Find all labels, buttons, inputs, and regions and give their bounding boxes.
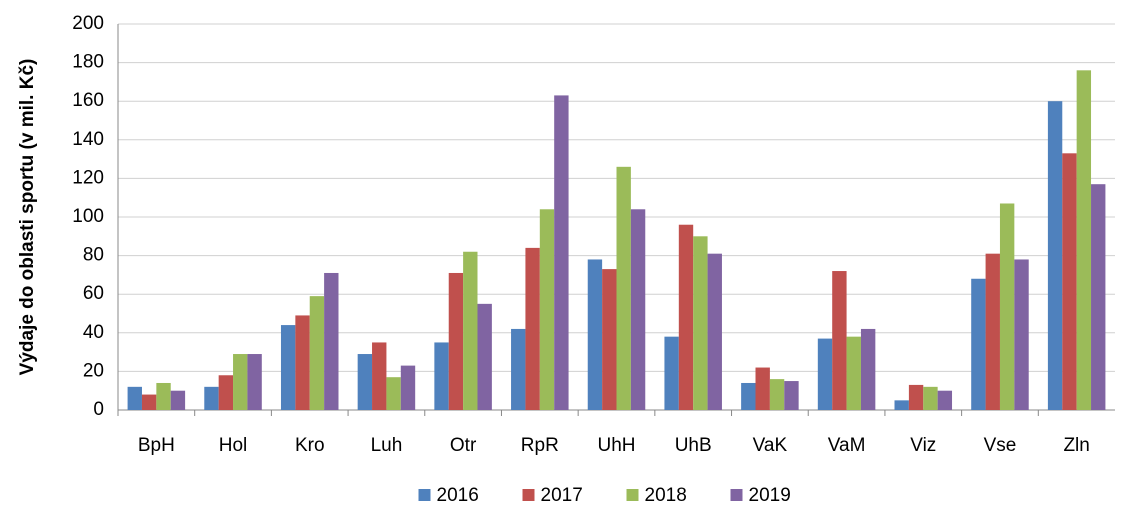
bar	[741, 382, 756, 410]
bar	[204, 386, 219, 410]
legend-swatch	[730, 489, 743, 501]
bar	[999, 203, 1015, 410]
bar	[832, 271, 847, 410]
bar	[400, 365, 416, 410]
x-tick-label: Viz	[910, 435, 936, 456]
bar	[1014, 259, 1029, 410]
bar	[554, 95, 569, 410]
legend-label: 2016	[437, 485, 479, 506]
bar	[280, 325, 296, 410]
bar	[309, 296, 325, 410]
bar	[1062, 153, 1077, 410]
y-tick-label: 200	[72, 13, 104, 34]
bar	[247, 354, 262, 410]
bar	[784, 381, 799, 410]
bar	[127, 386, 142, 410]
y-tick-label: 180	[72, 52, 104, 73]
bar	[218, 375, 234, 410]
bar	[141, 394, 157, 410]
bar	[664, 336, 679, 410]
bar	[678, 224, 694, 410]
x-tick-label: VaM	[828, 435, 866, 456]
x-tick-label: Hol	[219, 435, 248, 456]
bar	[846, 336, 861, 410]
y-tick-label: 60	[83, 283, 104, 304]
bar	[463, 251, 478, 410]
x-tick-label: Otr	[450, 435, 477, 456]
bar	[525, 247, 540, 410]
x-tick-label: VaK	[753, 435, 788, 456]
bar	[434, 342, 449, 410]
y-axis-label: Výdaje do oblasti sportu (v mil. Kč)	[17, 59, 38, 376]
x-tick-label: UhB	[675, 435, 712, 456]
x-tick-label: RpR	[521, 435, 559, 456]
bar	[693, 236, 708, 410]
bar	[971, 278, 986, 410]
bar	[511, 328, 526, 410]
bar	[372, 342, 387, 410]
y-tick-label: 80	[83, 245, 104, 266]
bar	[357, 354, 373, 410]
x-tick-label: Vse	[984, 435, 1017, 456]
y-tick-label: 140	[72, 129, 104, 150]
legend-label: 2017	[541, 485, 583, 506]
legend-swatch	[522, 489, 535, 501]
bar	[324, 272, 339, 410]
bar	[170, 390, 186, 410]
x-tick-label: Kro	[295, 435, 325, 456]
bar	[1047, 101, 1063, 410]
bar	[539, 209, 555, 410]
bar	[587, 259, 603, 410]
y-tick-label: 0	[93, 399, 104, 420]
x-tick-label: BpH	[138, 435, 175, 456]
bar	[386, 377, 401, 410]
legend-label: 2019	[749, 485, 791, 506]
bar	[233, 354, 248, 410]
bar	[477, 303, 492, 410]
bar	[908, 384, 924, 410]
bar	[923, 386, 938, 410]
bar	[448, 272, 464, 410]
bar	[1076, 70, 1092, 410]
x-tick-label: Zln	[1063, 435, 1089, 456]
y-tick-label: 20	[83, 360, 104, 381]
bar	[295, 315, 310, 410]
bar	[630, 209, 646, 410]
bar	[937, 390, 953, 410]
bar	[755, 367, 770, 410]
x-tick-label: UhH	[597, 435, 635, 456]
bar	[817, 338, 833, 410]
bar	[156, 382, 171, 410]
legend-swatch	[626, 489, 639, 501]
bar	[985, 253, 1000, 410]
bar	[707, 253, 722, 410]
legend-label: 2018	[645, 485, 687, 506]
x-tick-label: Luh	[371, 435, 403, 456]
y-tick-label: 160	[72, 90, 104, 111]
bar	[769, 379, 785, 410]
y-tick-label: 100	[72, 206, 104, 227]
bar	[616, 166, 631, 410]
y-tick-label: 40	[83, 322, 104, 343]
legend-swatch	[418, 489, 431, 501]
y-tick-label: 120	[72, 167, 104, 188]
bar	[602, 269, 617, 410]
bar	[1091, 184, 1106, 410]
bar	[860, 328, 876, 410]
bar	[894, 400, 909, 410]
